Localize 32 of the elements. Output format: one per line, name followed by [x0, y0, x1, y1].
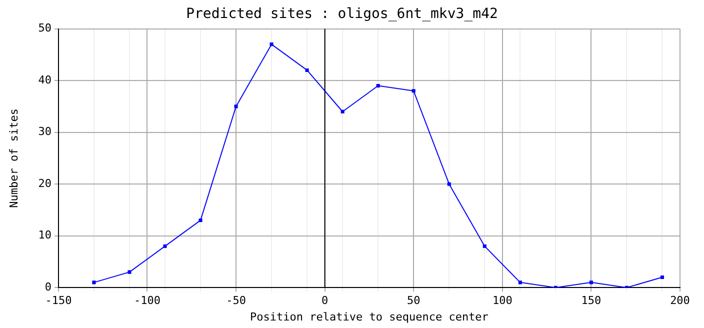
- point: [92, 280, 96, 284]
- y-tick-label: 0: [44, 280, 52, 294]
- point: [128, 270, 132, 274]
- x-axis-title: Position relative to sequence center: [250, 310, 489, 324]
- point: [163, 244, 167, 248]
- point: [340, 110, 344, 114]
- x-tick-label: -150: [45, 294, 72, 308]
- point: [447, 182, 451, 186]
- point: [270, 42, 274, 46]
- y-tick-label: 10: [38, 228, 52, 242]
- y-axis-title: Number of sites: [7, 108, 20, 208]
- point: [305, 68, 309, 72]
- x-tick-label: -50: [226, 294, 246, 308]
- x-tick-label: 100: [492, 294, 512, 308]
- point: [234, 104, 238, 108]
- y-tick-label: 40: [38, 73, 52, 86]
- x-tick-label: 200: [670, 294, 690, 308]
- point: [482, 244, 486, 248]
- x-tick-label: -100: [134, 294, 160, 308]
- point: [589, 280, 593, 284]
- point: [660, 275, 664, 280]
- x-tick-label: 150: [581, 294, 602, 308]
- point: [518, 280, 522, 284]
- chart-title: Predicted sites : oligos_6nt_mkv3_m42: [186, 6, 498, 22]
- y-tick-label: 30: [38, 125, 52, 138]
- y-tick-label: 50: [38, 22, 52, 35]
- x-tick-label: 50: [406, 294, 420, 308]
- point: [412, 89, 416, 93]
- point: [376, 84, 380, 88]
- point: [198, 218, 202, 222]
- x-tick-label: 0: [322, 294, 328, 308]
- y-tick-label: 20: [38, 176, 52, 190]
